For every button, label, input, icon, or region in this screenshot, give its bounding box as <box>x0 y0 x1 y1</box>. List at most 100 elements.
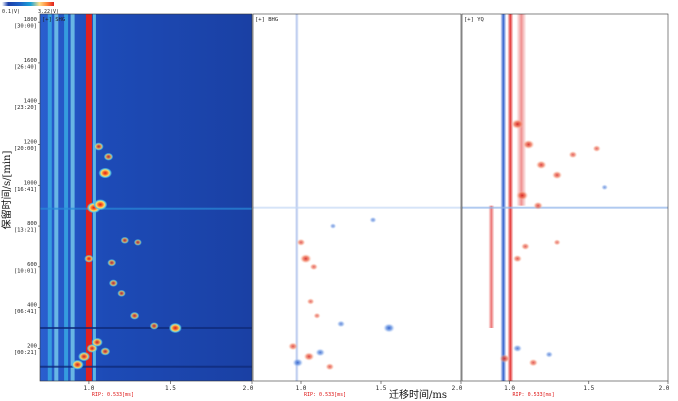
plot-background <box>253 14 461 381</box>
horizontal-band <box>253 206 461 209</box>
y-tick-label: 1600 <box>24 58 37 64</box>
y-tick-label: 1200 <box>24 139 37 145</box>
x-tick-label: 1.0 <box>84 385 95 392</box>
peak-spot <box>84 254 94 263</box>
peak-spot <box>520 242 530 251</box>
y-tick-sublabel: [10:01] <box>14 268 37 274</box>
peak-spot <box>93 199 108 211</box>
plot-background <box>462 14 668 381</box>
peak-spot <box>103 152 114 161</box>
peak-spot <box>98 167 112 179</box>
horizontal-band <box>40 365 252 368</box>
peak-spot <box>383 323 395 333</box>
streak <box>54 14 59 381</box>
peak-spot <box>91 337 103 347</box>
peak-spot <box>100 347 111 356</box>
peak-spot <box>129 311 140 320</box>
peak-spot <box>303 352 315 361</box>
peak-spot <box>336 320 346 328</box>
peak-spot <box>551 170 563 180</box>
panel-yq: [+] YQ 1.0 1.5 2.0 RIP: 0.533[ms] <box>461 13 670 398</box>
rip-negative-band <box>500 14 507 381</box>
y-tick-sublabel: [26:40] <box>14 64 37 70</box>
peak-spot <box>299 253 312 264</box>
peak-spot <box>329 222 337 230</box>
y-tick-sublabel: [06:41] <box>14 309 37 315</box>
x-tick-label: 1.0 <box>504 385 515 392</box>
y-axis-label: 保留时间/s/[min] <box>0 151 13 230</box>
peak-spot <box>149 322 159 330</box>
y-tick-sublabel: [30:00] <box>14 24 37 30</box>
peak-spot <box>510 118 524 130</box>
peak-spot <box>601 184 609 191</box>
peak-spot <box>535 160 547 170</box>
streak <box>64 14 69 381</box>
peak-spot <box>313 312 321 319</box>
y-tick-sublabel: [20:00] <box>14 146 37 152</box>
y-tick-label: 200 <box>27 343 37 349</box>
rip-label: RIP: 0.533[ms] <box>304 392 346 398</box>
peak-spot <box>296 238 306 247</box>
y-tick-sublabel: [16:41] <box>14 187 37 193</box>
peak-spot <box>108 279 118 287</box>
peak-spot <box>93 142 104 151</box>
peak-spot <box>553 239 561 246</box>
peak-spot <box>515 190 529 201</box>
peak-spot <box>533 201 544 210</box>
streak <box>488 205 495 328</box>
panel-bhg: [+] BHG 1.0 1.5 2.0 RIP: 0.533[ms] <box>252 13 463 398</box>
plot-background <box>40 14 252 381</box>
plot-frame <box>461 13 669 382</box>
x-tick-label: 1.5 <box>583 385 594 392</box>
colorbar: 0.1(V) 3.22(V) <box>2 2 59 15</box>
peak-spot <box>168 322 182 334</box>
y-tick-sublabel: [23:20] <box>14 105 37 111</box>
peak-spot <box>545 351 554 358</box>
peak-spot <box>528 358 539 367</box>
horizontal-band <box>40 326 252 329</box>
panel-shg: [+] SHG 1.0 1.5 2.0 RIP: 0.533[ms] <box>39 13 254 398</box>
y-tick-label: 1400 <box>24 99 37 105</box>
rip-band <box>85 14 92 381</box>
rip-shoulder <box>92 14 96 381</box>
rip-label: RIP: 0.533[ms] <box>92 392 134 398</box>
colorbar-min-label: 0.1(V) <box>2 9 20 15</box>
y-tick-sublabel: [13:21] <box>14 228 37 234</box>
rip-label: RIP: 0.533[ms] <box>513 392 555 398</box>
peak-spot <box>315 348 326 357</box>
peak-spot <box>325 362 335 371</box>
x-axis-label: 迁移时间/ms <box>389 388 447 401</box>
peak-spot <box>522 139 535 150</box>
colorbar-max-label: 3.22(V) <box>38 9 59 15</box>
peak-spot <box>592 144 601 153</box>
streak <box>516 14 527 206</box>
y-tick-label: 400 <box>27 303 37 309</box>
plot-frame <box>39 13 253 382</box>
peak-spot <box>133 238 142 246</box>
peak-spot <box>78 351 91 362</box>
peak-spot <box>309 263 319 271</box>
colorbar-gradient <box>2 2 54 6</box>
y-tick-label: 1800 <box>24 17 37 23</box>
peak-spot <box>107 258 117 267</box>
y-tick-label: 1000 <box>24 180 37 186</box>
streak <box>47 14 52 381</box>
peak-spot <box>512 254 523 263</box>
x-tick-label: 2.0 <box>659 385 670 392</box>
panel-title: [+] YQ <box>464 17 484 23</box>
x-tick-label: 1.0 <box>296 385 307 392</box>
y-tick-sublabel: [00:21] <box>14 350 37 356</box>
panel-title: [+] BHG <box>255 17 278 23</box>
y-tick-label: 800 <box>27 221 37 227</box>
panel-title: [+] SHG <box>42 17 65 23</box>
x-tick-label: 1.5 <box>165 385 176 392</box>
peak-spot <box>292 358 304 368</box>
peak-spot <box>71 359 84 370</box>
peak-spot <box>369 216 377 224</box>
peak-spot <box>288 342 298 351</box>
peak-spot <box>512 344 523 353</box>
x-tick-label: 1.5 <box>376 385 387 392</box>
horizontal-band <box>40 207 252 210</box>
peak-spot <box>499 354 511 364</box>
